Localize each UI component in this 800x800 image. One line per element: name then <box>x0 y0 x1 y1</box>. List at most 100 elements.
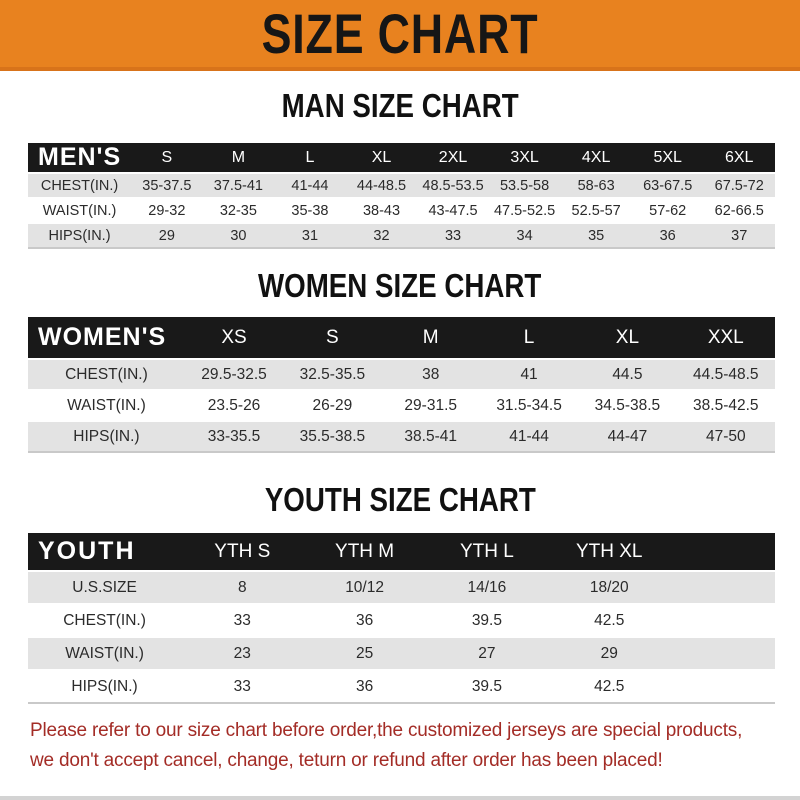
size-value: 27 <box>425 637 549 671</box>
size-value: 37.5-41 <box>202 173 275 199</box>
table-row: WAIST(IN.) 23 25 27 29 <box>28 637 775 671</box>
table-row: U.S.SIZE 8 10/12 14/16 18/20 <box>28 571 775 605</box>
footer-note: Please refer to our size chart before or… <box>30 716 800 776</box>
size-value: 47-50 <box>676 421 775 453</box>
size-value: 33 <box>417 223 489 249</box>
table-row: CHEST(IN.) 29.5-32.5 32.5-35.5 38 41 44.5 44.5… <box>28 359 775 391</box>
man-section-title-text: MAN SIZE CHART <box>281 87 519 124</box>
spacer-column <box>670 533 775 572</box>
size-value: 36 <box>631 223 704 249</box>
size-value: 39.5 <box>425 670 549 704</box>
size-value: 48.5-53.5 <box>417 173 489 199</box>
size-value: 36 <box>303 604 426 638</box>
table-row: CHEST(IN.) 35-37.5 37.5-41 41-44 44-48.5 48.5… <box>28 173 775 199</box>
size-value: 38-43 <box>345 198 418 224</box>
table-header-row: YOUTH YTH S YTH M YTH L YTH XL <box>28 533 775 572</box>
men-table-head: MEN'S S M L XL 2XL 3XL 4XL 5XL 6XL <box>28 143 775 174</box>
size-value: 52.5-57 <box>560 198 632 224</box>
women-size-table: WOMEN'S XS S M L XL XXL CHEST(IN.) 29.5-32.5 32.… <box>28 317 775 453</box>
size-value: 29-32 <box>131 198 203 224</box>
size-value: 23.5-26 <box>184 390 284 422</box>
row-label: HIPS(IN.) <box>28 421 185 453</box>
size-value: 39.5 <box>425 604 549 638</box>
size-value: 33-35.5 <box>184 421 284 453</box>
table-row: CHEST(IN.) 33 36 39.5 42.5 <box>28 604 775 638</box>
column-header: 5XL <box>631 143 704 174</box>
column-header: YTH S <box>181 533 304 572</box>
size-value: 33 <box>181 670 304 704</box>
footer-note-line2: we don't accept cancel, change, teturn o… <box>30 750 663 771</box>
row-label: CHEST(IN.) <box>28 604 182 638</box>
spacer-cell <box>670 637 775 671</box>
footer-note-line1: Please refer to our size chart before or… <box>30 720 743 741</box>
size-value: 41-44 <box>479 421 579 453</box>
column-header: 3XL <box>488 143 561 174</box>
group-label: MEN'S <box>28 143 132 174</box>
table-header-row: MEN'S S M L XL 2XL 3XL 4XL 5XL 6XL <box>28 143 775 174</box>
row-label: U.S.SIZE <box>28 571 182 605</box>
size-value: 53.5-58 <box>488 173 561 199</box>
youth-section-title: YOUTH SIZE CHART <box>0 481 800 519</box>
size-value: 29 <box>131 223 203 249</box>
size-value: 23 <box>181 637 304 671</box>
size-value: 38.5-42.5 <box>676 390 775 422</box>
size-value: 57-62 <box>631 198 704 224</box>
size-value: 8 <box>181 571 304 605</box>
size-value: 34 <box>488 223 561 249</box>
column-header: YTH XL <box>548 533 671 572</box>
table-row: HIPS(IN.) 29 30 31 32 33 34 35 36 37 <box>28 223 775 249</box>
size-value: 35-37.5 <box>131 173 203 199</box>
size-value: 18/20 <box>548 571 671 605</box>
size-value: 10/12 <box>303 571 426 605</box>
size-value: 32-35 <box>202 198 275 224</box>
youth-section-title-text: YOUTH SIZE CHART <box>264 481 536 518</box>
banner-title: SIZE CHART <box>261 2 539 65</box>
column-header: S <box>131 143 203 174</box>
women-table-body: CHEST(IN.) 29.5-32.5 32.5-35.5 38 41 44.5 44.5… <box>28 359 775 453</box>
women-section-title-text: WOMEN SIZE CHART <box>258 267 542 304</box>
row-label: HIPS(IN.) <box>28 223 132 249</box>
size-value: 36 <box>303 670 426 704</box>
table-row: HIPS(IN.) 33 36 39.5 42.5 <box>28 670 775 704</box>
women-section-title: WOMEN SIZE CHART <box>0 267 800 305</box>
size-value: 44-48.5 <box>345 173 418 199</box>
size-value: 34.5-38.5 <box>578 390 677 422</box>
column-header: M <box>202 143 275 174</box>
size-value: 41-44 <box>274 173 346 199</box>
column-header: L <box>479 317 579 360</box>
size-value: 44-47 <box>578 421 677 453</box>
size-value: 30 <box>202 223 275 249</box>
column-header: XL <box>345 143 418 174</box>
row-label: WAIST(IN.) <box>28 390 185 422</box>
size-value: 42.5 <box>548 670 671 704</box>
bottom-edge-strip <box>0 796 800 800</box>
column-header: 2XL <box>417 143 489 174</box>
column-header: S <box>283 317 382 360</box>
size-value: 38 <box>381 359 480 391</box>
spacer-cell <box>670 670 775 704</box>
size-value: 38.5-41 <box>381 421 480 453</box>
size-value: 63-67.5 <box>631 173 704 199</box>
column-header: XL <box>578 317 677 360</box>
row-label: CHEST(IN.) <box>28 359 185 391</box>
column-header: XXL <box>676 317 775 360</box>
table-row: HIPS(IN.) 33-35.5 35.5-38.5 38.5-41 41-44 44-… <box>28 421 775 453</box>
man-section-title: MAN SIZE CHART <box>0 87 800 125</box>
column-header: 6XL <box>703 143 775 174</box>
men-size-table: MEN'S S M L XL 2XL 3XL 4XL 5XL 6XL CHEST(IN.) 35-3… <box>28 143 775 249</box>
size-value: 29 <box>548 637 671 671</box>
size-value: 62-66.5 <box>703 198 775 224</box>
size-value: 32.5-35.5 <box>283 359 382 391</box>
size-value: 41 <box>479 359 579 391</box>
row-label: HIPS(IN.) <box>28 670 182 704</box>
size-value: 35.5-38.5 <box>283 421 382 453</box>
size-value: 31 <box>274 223 346 249</box>
youth-table-body: U.S.SIZE 8 10/12 14/16 18/20 CHEST(IN.) 33 36 39… <box>28 571 775 704</box>
column-header: L <box>274 143 346 174</box>
size-value: 25 <box>303 637 426 671</box>
column-header: XS <box>184 317 284 360</box>
men-table-body: CHEST(IN.) 35-37.5 37.5-41 41-44 44-48.5 48.5… <box>28 173 775 249</box>
size-value: 44.5 <box>578 359 677 391</box>
row-label: CHEST(IN.) <box>28 173 132 199</box>
